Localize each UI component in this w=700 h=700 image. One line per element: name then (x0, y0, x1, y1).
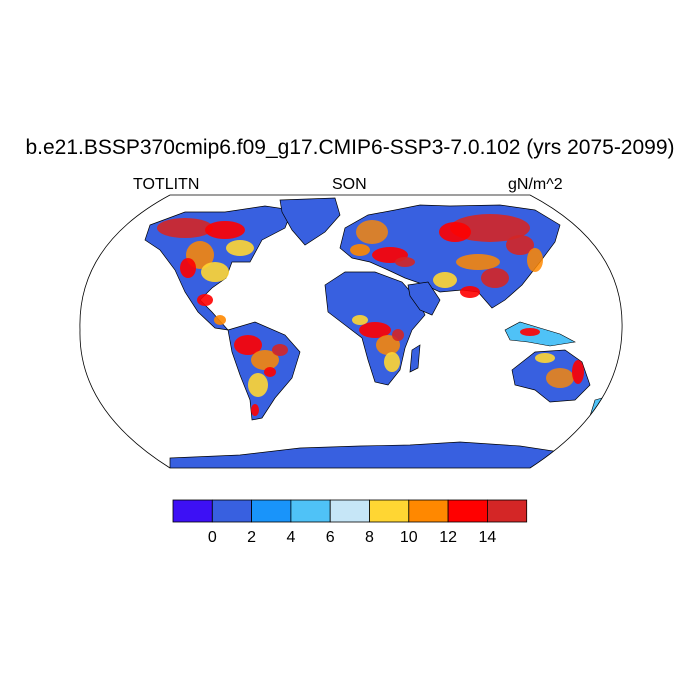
data-patch (352, 315, 368, 325)
colorbar-box (290, 499, 331, 523)
colorbar-tick-label: 10 (400, 529, 418, 546)
data-patch (546, 368, 574, 388)
data-patch (460, 286, 480, 298)
colorbar-tick-label: 8 (365, 529, 374, 546)
data-patch (214, 315, 226, 325)
colorbar-box (172, 499, 213, 523)
data-patch (356, 220, 388, 244)
variable-label: TOTLITN (133, 176, 200, 193)
data-patch (248, 373, 268, 397)
colorbar-box (211, 499, 253, 523)
colorbar-box (486, 499, 528, 523)
data-patch (433, 272, 457, 288)
data-patch (180, 258, 196, 278)
colorbar-box (369, 499, 410, 523)
data-patch (226, 240, 254, 256)
data-patch (350, 244, 370, 256)
units-label: gN/m^2 (508, 176, 563, 193)
colorbar-boxes (172, 499, 528, 523)
colorbar-box (447, 499, 488, 523)
data-patch (395, 257, 415, 267)
data-patch (157, 218, 213, 238)
data-patch (439, 222, 471, 242)
data-patch (264, 367, 276, 377)
data-patch (456, 254, 500, 270)
map-title: b.e21.BSSP370cmip6.f09_g17.CMIP6-SSP3-7.… (25, 136, 675, 159)
greenland (279, 197, 341, 246)
madagascar (409, 344, 421, 373)
season-label: SON (332, 176, 367, 193)
colorbar-tick-label: 6 (326, 529, 335, 546)
data-patches (157, 214, 584, 416)
colorbar-tick-label: 14 (479, 529, 497, 546)
data-patch (572, 360, 584, 384)
data-patch (506, 235, 534, 255)
colorbar-box (408, 499, 449, 523)
indonesia (504, 321, 576, 347)
data-patch (376, 335, 400, 355)
data-patch (520, 328, 540, 336)
data-patch (535, 353, 555, 363)
data-patch (205, 221, 245, 239)
colorbar-tick-label: 12 (439, 529, 457, 546)
data-patch (272, 344, 288, 356)
data-patch (359, 322, 391, 338)
data-patch (251, 350, 279, 370)
globe-outline (79, 194, 623, 469)
antarctica (169, 441, 561, 468)
colorbar-tick-label: 2 (247, 529, 256, 546)
colorbar-box (329, 499, 370, 523)
data-patch (481, 268, 509, 288)
data-patch (234, 335, 262, 355)
data-patch (201, 262, 229, 282)
arabia (407, 281, 441, 316)
colorbar-labels: 0 2 4 6 8 10 12 14 (208, 529, 497, 546)
colorbar-tick-label: 4 (286, 529, 295, 546)
data-patch (384, 352, 400, 372)
data-patch (392, 329, 404, 341)
data-patch (197, 294, 213, 306)
data-patch (527, 248, 543, 272)
data-patch (251, 404, 259, 416)
colorbar-tick-label: 0 (208, 529, 217, 546)
colorbar-box (251, 499, 292, 523)
